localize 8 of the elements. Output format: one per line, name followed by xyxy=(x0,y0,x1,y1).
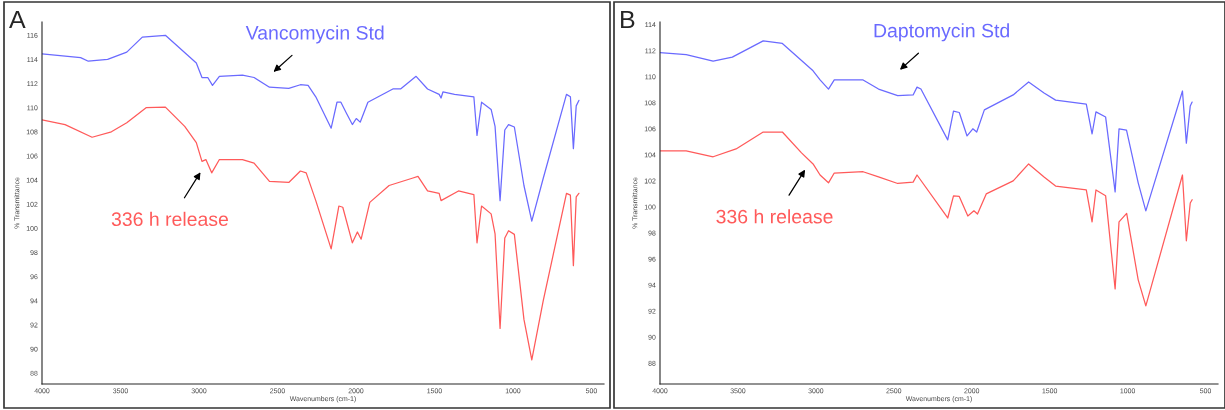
annotation: 336 h release xyxy=(111,211,228,227)
line-series xyxy=(660,131,1193,307)
annotation: 336 h release xyxy=(716,209,833,224)
text: B xyxy=(621,10,635,29)
annotation: Daptomycin Std xyxy=(874,23,1009,42)
line-series xyxy=(42,106,580,361)
text: A xyxy=(9,10,26,29)
annotation: Vancomycin Std xyxy=(245,25,384,44)
